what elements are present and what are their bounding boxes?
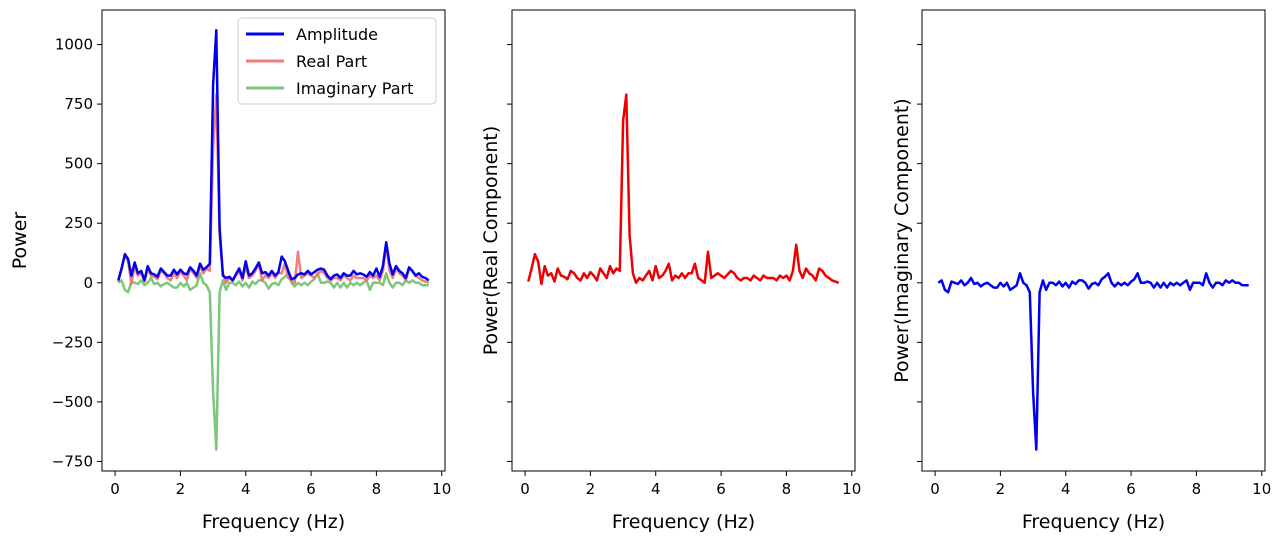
y-tick-label: −500: [52, 393, 93, 411]
x-tick-label: 8: [372, 480, 382, 498]
x-tick-label: 4: [1061, 480, 1071, 498]
series-line-imaginary-part: [117, 272, 429, 451]
chart-panel-1: 0 2 4 6 8 10 −750 −500 −250 0 250 500 750 1000 Frequen…: [9, 9, 451, 533]
x-tick-label: 4: [651, 480, 661, 498]
x-tick-label: 2: [586, 480, 596, 498]
chart-panel-3: 0 2 4 6 8 10 Frequency (Hz) Power(Imaginary Com…: [891, 9, 1271, 533]
plot-frame: [921, 9, 1266, 472]
chart-panel-2: 0 2 4 6 8 10 Frequency (Hz) Power(Real Componen…: [480, 9, 861, 533]
y-axis-label: Power: [9, 212, 31, 270]
y-tick-label: 250: [64, 214, 93, 232]
series-line-real-part: [117, 93, 430, 286]
x-axis-label: Frequency (Hz): [1022, 511, 1165, 533]
x-tick-label: 0: [110, 480, 120, 498]
x-tick-label: 10: [432, 480, 451, 498]
x-axis-label: Frequency (Hz): [202, 511, 345, 533]
legend-label: Amplitude: [296, 25, 378, 44]
legend-label: Imaginary Part: [296, 79, 413, 98]
y-axis-label: Power(Imaginary Component): [891, 98, 913, 382]
x-tick-label: 10: [1252, 480, 1271, 498]
series-line-1: [527, 93, 840, 286]
x-tick-label: 6: [306, 480, 316, 498]
x-tick-label: 8: [1192, 480, 1202, 498]
x-tick-label: 0: [520, 480, 530, 498]
x-tick-label: 6: [716, 480, 726, 498]
y-tick-label: 750: [64, 95, 93, 113]
x-tick-label: 2: [996, 480, 1006, 498]
legend-label: Real Part: [296, 52, 367, 71]
y-tick-label: −250: [52, 333, 93, 351]
series-line-amplitude: [117, 29, 430, 282]
x-tick-label: 2: [176, 480, 186, 498]
y-tick-label: 0: [83, 274, 93, 292]
x-tick-label: 8: [782, 480, 792, 498]
legend: Amplitude Real Part Imaginary Part: [237, 17, 437, 105]
y-tick-label: 500: [64, 155, 93, 173]
y-tick-label: −750: [52, 452, 93, 470]
x-tick-label: 0: [930, 480, 940, 498]
y-tick-label: 1000: [55, 36, 93, 54]
plot-frame: [511, 9, 856, 472]
y-axis-label: Power(Real Component): [480, 126, 502, 356]
x-tick-label: 10: [842, 480, 861, 498]
x-tick-label: 4: [241, 480, 251, 498]
series-line-1: [937, 272, 1249, 451]
x-axis-label: Frequency (Hz): [612, 511, 755, 533]
x-tick-label: 6: [1126, 480, 1136, 498]
legend-box: [237, 17, 437, 105]
